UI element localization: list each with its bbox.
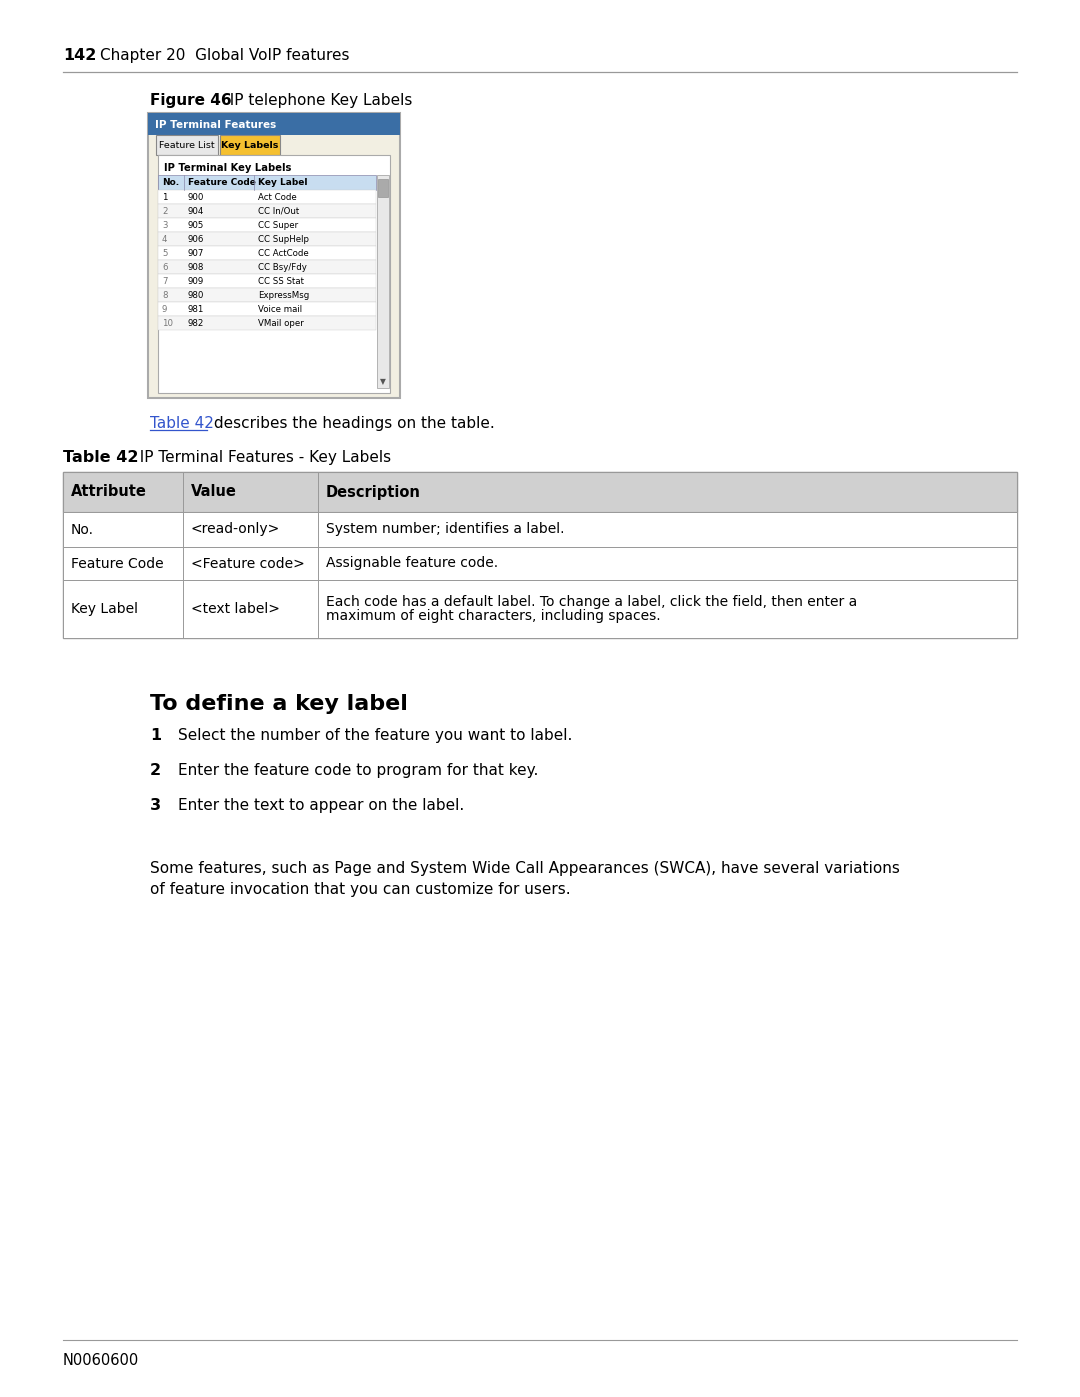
Text: of feature invocation that you can customize for users.: of feature invocation that you can custo… [150, 882, 570, 897]
Bar [158, 232, 376, 246]
Text: Table 42: Table 42 [63, 450, 138, 465]
Text: <read-only>: <read-only> [191, 522, 280, 536]
Text: 907: 907 [188, 249, 204, 257]
Text: 900: 900 [188, 193, 204, 201]
Text: 4: 4 [162, 235, 167, 243]
Bar [158, 246, 376, 260]
Bar [158, 302, 376, 316]
Text: <text label>: <text label> [191, 602, 280, 616]
Text: IP Terminal Key Labels: IP Terminal Key Labels [164, 163, 292, 173]
Text: 1: 1 [150, 728, 161, 743]
Text: 2: 2 [150, 763, 161, 778]
Bar [148, 113, 400, 136]
Text: CC ActCode: CC ActCode [258, 249, 309, 257]
Text: 909: 909 [188, 277, 204, 285]
Text: Key Labels: Key Labels [221, 141, 279, 149]
Bar [63, 580, 1017, 638]
Text: Select the number of the feature you want to label.: Select the number of the feature you wan… [178, 728, 572, 743]
Text: 8: 8 [162, 291, 167, 299]
Text: Feature Code: Feature Code [71, 556, 164, 570]
Text: Figure 46: Figure 46 [150, 94, 231, 108]
Text: 2: 2 [162, 207, 167, 215]
Text: 908: 908 [188, 263, 204, 271]
Text: 3: 3 [162, 221, 167, 229]
Bar [158, 260, 376, 274]
Text: Act Code: Act Code [258, 193, 297, 201]
Text: 7: 7 [162, 277, 167, 285]
Text: CC SupHelp: CC SupHelp [258, 235, 309, 243]
Text: 981: 981 [188, 305, 204, 313]
Text: Assignable feature code.: Assignable feature code. [326, 556, 498, 570]
Bar [63, 511, 1017, 548]
Text: Feature Code: Feature Code [188, 177, 256, 187]
Text: 980: 980 [188, 291, 204, 299]
Text: CC Super: CC Super [258, 221, 298, 229]
Text: describes the headings on the table.: describes the headings on the table. [210, 416, 495, 432]
Text: System number; identifies a label.: System number; identifies a label. [326, 522, 565, 536]
Text: Enter the text to appear on the label.: Enter the text to appear on the label. [178, 798, 464, 813]
Text: 905: 905 [188, 221, 204, 229]
Text: 10: 10 [162, 319, 173, 327]
Text: Enter the feature code to program for that key.: Enter the feature code to program for th… [178, 763, 538, 778]
Text: maximum of eight characters, including spaces.: maximum of eight characters, including s… [326, 609, 661, 623]
Text: IP telephone Key Labels: IP telephone Key Labels [220, 94, 413, 108]
Bar [158, 316, 376, 330]
Text: Each code has a default label. To change a label, click the field, then enter a: Each code has a default label. To change… [326, 595, 858, 609]
Text: Value: Value [191, 485, 237, 500]
Text: 982: 982 [188, 319, 204, 327]
Bar [63, 548, 1017, 580]
Bar [156, 136, 218, 155]
Text: CC Bsy/Fdy: CC Bsy/Fdy [258, 263, 307, 271]
Bar [158, 175, 376, 190]
Text: Attribute: Attribute [71, 485, 147, 500]
Text: 906: 906 [188, 235, 204, 243]
Text: 142: 142 [63, 47, 96, 63]
Text: 5: 5 [162, 249, 167, 257]
Text: Voice mail: Voice mail [258, 305, 302, 313]
Text: To define a key label: To define a key label [150, 694, 408, 714]
Text: Table 42: Table 42 [150, 416, 214, 432]
Text: Some features, such as Page and System Wide Call Appearances (SWCA), have severa: Some features, such as Page and System W… [150, 861, 900, 876]
Text: CC SS Stat: CC SS Stat [258, 277, 303, 285]
Text: Description: Description [326, 485, 421, 500]
Text: ExpressMsg: ExpressMsg [258, 291, 309, 299]
Bar [158, 190, 376, 204]
Text: VMail oper: VMail oper [258, 319, 303, 327]
Bar [377, 175, 389, 388]
Bar [158, 274, 376, 288]
Text: ▼: ▼ [380, 377, 386, 387]
Text: IP Terminal Features - Key Labels: IP Terminal Features - Key Labels [130, 450, 391, 465]
Text: N0060600: N0060600 [63, 1354, 139, 1368]
Text: No.: No. [162, 177, 179, 187]
Bar [220, 136, 280, 155]
Text: 9: 9 [162, 305, 167, 313]
Text: 6: 6 [162, 263, 167, 271]
Text: Key Label: Key Label [71, 602, 138, 616]
Bar [158, 288, 376, 302]
Text: 3: 3 [150, 798, 161, 813]
Bar [148, 113, 400, 398]
Bar [63, 472, 1017, 511]
Text: Feature List: Feature List [159, 141, 215, 149]
Bar [63, 472, 1017, 638]
Text: IP Terminal Features: IP Terminal Features [156, 120, 276, 130]
Bar [158, 204, 376, 218]
Text: <Feature code>: <Feature code> [191, 556, 305, 570]
Text: No.: No. [71, 522, 94, 536]
Bar [158, 218, 376, 232]
Text: Key Label: Key Label [258, 177, 308, 187]
Bar [378, 179, 388, 197]
Text: 1: 1 [162, 193, 167, 201]
Bar [158, 155, 390, 393]
Text: Chapter 20  Global VoIP features: Chapter 20 Global VoIP features [100, 47, 350, 63]
Text: CC In/Out: CC In/Out [258, 207, 299, 215]
Text: 904: 904 [188, 207, 204, 215]
